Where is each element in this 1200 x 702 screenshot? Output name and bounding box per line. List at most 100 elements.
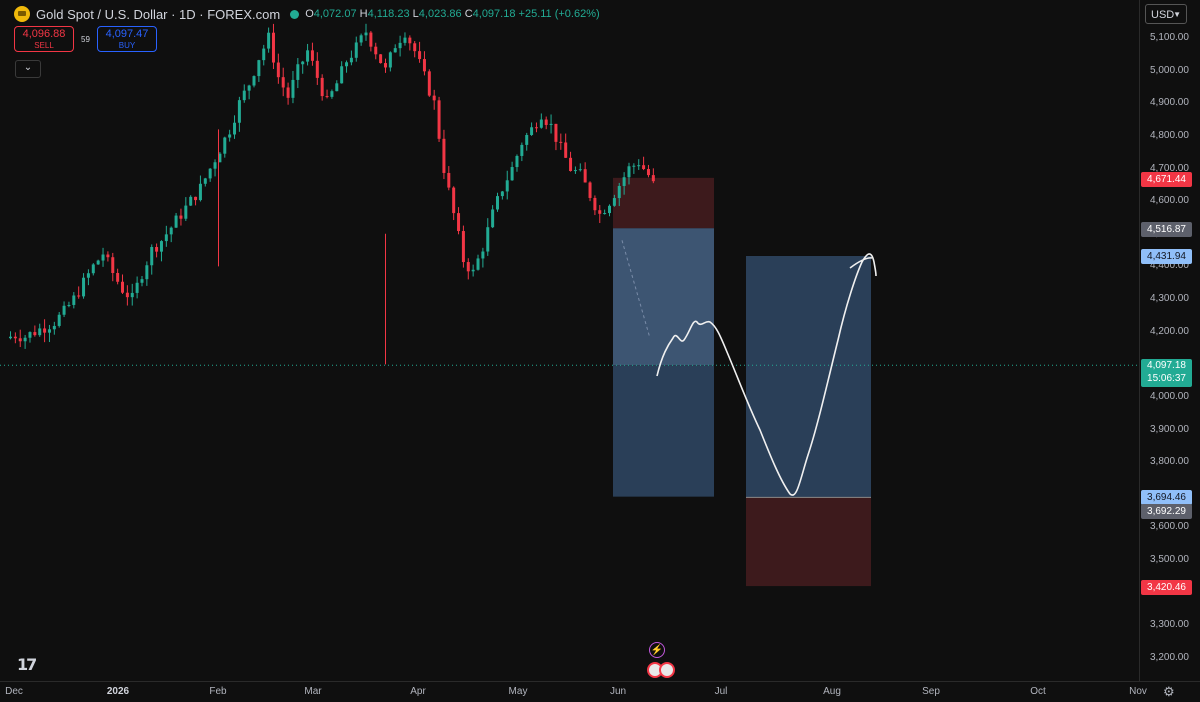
time-axis[interactable]	[0, 681, 1200, 702]
candle-body	[359, 35, 363, 43]
buy-button[interactable]: 4,097.47 BUY	[97, 26, 157, 52]
candle-body	[111, 257, 115, 274]
short-stop-zone	[613, 177, 714, 229]
sell-price: 4,096.88	[22, 28, 66, 40]
time-tick-label: May	[508, 686, 528, 697]
symbol-title[interactable]: Gold Spot / U.S. Dollar · 1D · FOREX.com	[36, 6, 281, 22]
candle-body	[452, 187, 456, 214]
time-tick-label: Aug	[823, 686, 841, 697]
candle-body	[155, 247, 159, 252]
collapse-legend-button[interactable]: ⌄	[15, 60, 41, 78]
candle-body	[125, 292, 129, 298]
candle-body	[116, 273, 120, 282]
candle-body	[646, 169, 650, 176]
price-tick-label: 5,000.00	[1150, 64, 1189, 76]
candle-body	[86, 273, 90, 278]
candle-body	[432, 95, 436, 101]
time-tick-label: Nov	[1129, 686, 1147, 697]
candle-body	[530, 127, 534, 135]
candle-body	[164, 234, 168, 242]
sell-button[interactable]: 4,096.88 SELL	[14, 26, 74, 52]
candle-body	[578, 169, 582, 171]
price-tick-label: 4,800.00	[1150, 129, 1189, 141]
candle-body	[593, 197, 597, 211]
bar-countdown: 15:06:37	[1147, 373, 1186, 384]
candle-body	[52, 325, 56, 330]
stop-high-tag: 4,671.44	[1141, 172, 1192, 187]
candle-body	[335, 83, 339, 92]
candle-body	[96, 260, 100, 265]
candle-body	[544, 119, 548, 125]
candle-body	[422, 59, 426, 72]
short-active-zone	[613, 228, 714, 366]
candle-body	[491, 209, 495, 228]
chevron-down-icon: ⌄	[23, 62, 33, 73]
candle-body	[603, 213, 607, 215]
candle-body	[242, 90, 246, 101]
candle-body	[184, 205, 188, 219]
candle-body	[28, 332, 32, 338]
price-tick-label: 3,900.00	[1150, 423, 1189, 435]
candle-body	[398, 42, 402, 49]
candle-body	[564, 142, 568, 158]
candle-body	[9, 336, 12, 339]
candle-body	[408, 37, 412, 44]
candle-body	[106, 254, 110, 258]
time-tick-label: Dec	[5, 686, 23, 697]
candle-body	[169, 227, 173, 235]
candle-body	[262, 48, 266, 61]
candle-body	[627, 166, 631, 178]
candle-body	[67, 304, 71, 306]
short-target-zone	[613, 365, 714, 497]
price-tick-label: 4,900.00	[1150, 97, 1189, 109]
candle-body	[267, 32, 271, 49]
candle-body	[608, 205, 612, 214]
spread-value: 59	[81, 35, 90, 44]
candle-body	[189, 196, 193, 206]
gear-icon[interactable]: ⚙	[1163, 684, 1175, 699]
candle-body	[500, 191, 504, 197]
price-tick-label: 3,500.00	[1150, 554, 1189, 566]
candle-body	[393, 48, 397, 53]
candle-body	[549, 123, 553, 125]
candle-body	[281, 77, 285, 88]
candle-body	[651, 175, 655, 182]
candle-body	[403, 37, 407, 43]
candle-body	[573, 170, 577, 172]
candle-body	[198, 183, 202, 201]
currency-select[interactable]: USD ▼	[1145, 4, 1187, 24]
tradingview-logo[interactable]: 17	[17, 655, 37, 674]
candle-body	[77, 295, 81, 297]
candle-body	[57, 314, 61, 326]
stop-right-tag: 3,692.29	[1141, 504, 1192, 519]
candle-body	[276, 62, 280, 78]
entry-left-tag: 4,516.87	[1141, 222, 1192, 237]
price-tick-label: 3,300.00	[1150, 619, 1189, 631]
gold-symbol-icon[interactable]	[14, 6, 30, 22]
candle-body	[296, 64, 300, 80]
lightning-event-icon[interactable]: ⚡	[649, 642, 665, 658]
time-tick-label: Jun	[609, 686, 627, 697]
candle-body	[471, 269, 475, 272]
candle-body	[33, 332, 37, 336]
us-flag-events-icon[interactable]	[647, 662, 679, 678]
long-target-zone	[746, 255, 871, 498]
candle-body	[228, 134, 232, 138]
candle-body	[379, 54, 383, 64]
chart-header: Gold Spot / U.S. Dollar · 1D · FOREX.com…	[14, 6, 600, 22]
price-chart[interactable]	[0, 0, 1139, 681]
candle-body	[330, 91, 334, 97]
candle-body	[223, 137, 227, 154]
candle-body	[213, 162, 217, 169]
candle-body	[320, 77, 324, 97]
price-axis[interactable]	[1139, 0, 1200, 681]
trend-line	[621, 240, 651, 339]
candle-body	[310, 50, 314, 61]
candle-body	[43, 328, 47, 333]
time-tick-label: Oct	[1030, 686, 1046, 697]
market-open-icon	[290, 9, 300, 19]
currency-label: USD	[1151, 9, 1175, 21]
candle-body	[642, 165, 646, 170]
candle-body	[457, 213, 461, 232]
projection-drawing	[656, 253, 877, 496]
